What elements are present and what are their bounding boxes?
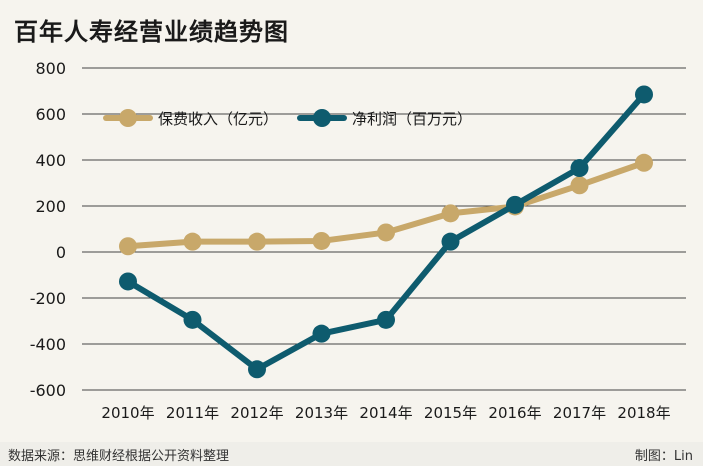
x-tick-label: 2016年 <box>488 404 541 422</box>
data-point <box>635 85 653 104</box>
series-lines <box>119 85 653 379</box>
x-tick-label: 2011年 <box>166 404 219 422</box>
x-tick-label: 2012年 <box>230 404 283 422</box>
data-point <box>183 310 202 329</box>
data-point <box>248 232 266 251</box>
data-point <box>570 159 589 178</box>
x-axis-ticks: 2010年 2011年 2012年 2013年 2014年 2015年 2016年 2017年… <box>101 404 670 422</box>
x-tick-label: 2018年 <box>617 404 670 422</box>
data-point <box>441 204 460 223</box>
legend-marker <box>119 109 137 127</box>
legend-label: 保费收入（亿元） <box>158 110 278 128</box>
legend: 保费收入（亿元） 净利润（百万元） <box>103 109 472 128</box>
x-tick-label: 2010年 <box>101 404 154 422</box>
series-profit <box>119 85 653 379</box>
x-tick-label: 2017年 <box>553 404 606 422</box>
data-point <box>119 237 137 256</box>
data-point <box>506 195 524 214</box>
legend-item: 净利润（百万元） <box>297 109 472 128</box>
y-tick-label: -200 <box>30 289 66 308</box>
data-point <box>248 360 266 379</box>
source-note: 数据来源：思维财经根据公开资料整理 <box>8 449 230 464</box>
y-tick-label: 200 <box>35 197 66 216</box>
y-tick-label: -400 <box>30 335 66 354</box>
x-tick-label: 2014年 <box>359 404 412 422</box>
data-point <box>312 231 331 250</box>
y-axis-ticks: 800 600 400 200 0 -200 -400 -600 <box>30 59 66 400</box>
data-point <box>570 176 589 195</box>
y-tick-label: -600 <box>30 381 66 400</box>
gridlines <box>82 67 686 391</box>
y-tick-label: 400 <box>35 151 66 170</box>
legend-marker <box>313 109 331 127</box>
line-chart: 800 600 400 200 0 -200 -400 -600 2010年 2011年 2012… <box>30 59 686 422</box>
data-point <box>377 223 395 242</box>
y-tick-label: 600 <box>35 105 66 124</box>
data-point <box>312 324 331 343</box>
legend-label: 净利润（百万元） <box>352 110 472 128</box>
data-point <box>377 310 395 329</box>
data-point <box>441 232 460 251</box>
legend-item: 保费收入（亿元） <box>103 109 278 128</box>
data-point <box>119 272 137 291</box>
credit-note: 制图：Lin <box>634 449 693 464</box>
data-point <box>183 232 202 251</box>
y-tick-label: 0 <box>56 243 66 262</box>
y-tick-label: 800 <box>35 59 66 78</box>
chart-title: 百年人寿经营业绩趋势图 <box>14 18 289 46</box>
x-tick-label: 2013年 <box>295 404 348 422</box>
data-point <box>635 153 653 172</box>
footer: 数据来源：思维财经根据公开资料整理 制图：Lin <box>0 442 703 466</box>
x-tick-label: 2015年 <box>424 404 477 422</box>
